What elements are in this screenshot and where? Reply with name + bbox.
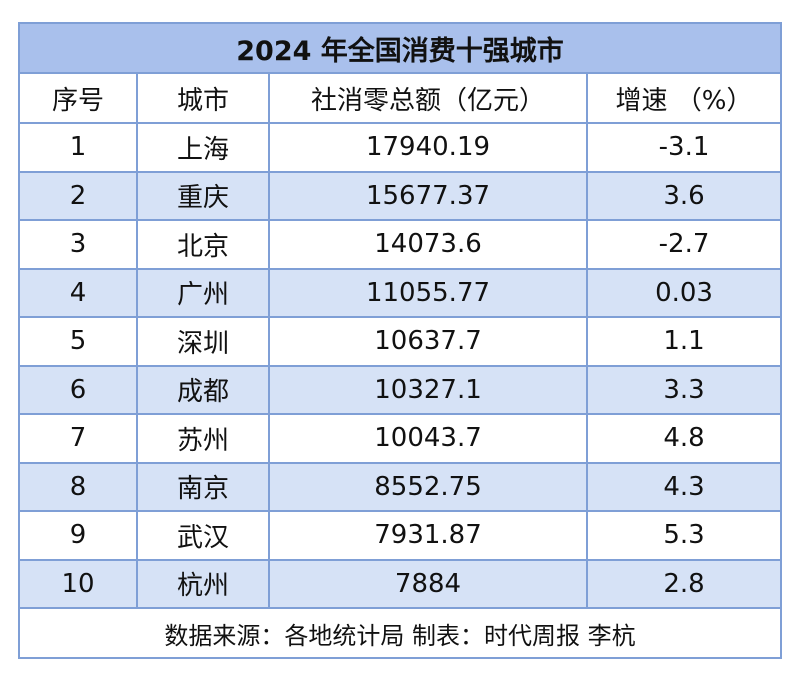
cell-growth: 3.6 [585,170,783,221]
table-row: 10 杭州 7884 2.8 [18,558,783,609]
cell-rank: 9 [18,510,138,561]
cell-city: 苏州 [136,413,270,464]
cell-city: 南京 [136,461,270,512]
column-header-total: 社消零总额（亿元） [268,72,588,124]
cell-total: 7884 [268,558,588,609]
cell-growth: 5.3 [585,510,783,561]
cell-rank: 1 [18,122,138,173]
cell-rank: 10 [18,558,138,609]
cell-total: 7931.87 [268,510,588,561]
table-row: 5 深圳 10637.7 1.1 [18,316,783,367]
cell-rank: 4 [18,267,138,318]
cell-growth: 1.1 [585,316,783,367]
cell-total: 10043.7 [268,413,588,464]
cell-city: 广州 [136,267,270,318]
cell-total: 15677.37 [268,170,588,221]
table-row: 2 重庆 15677.37 3.6 [18,170,783,221]
table-row: 3 北京 14073.6 -2.7 [18,219,783,270]
column-header-city: 城市 [136,72,270,124]
column-header-rank: 序号 [18,72,138,124]
cell-city: 成都 [136,364,270,415]
table-body: 1 上海 17940.19 -3.1 2 重庆 15677.37 3.6 3 北京 14073.6-… [18,122,783,609]
cell-city: 北京 [136,219,270,270]
cell-growth: -3.1 [585,122,783,173]
table-row: 4 广州 11055.77 0.03 [18,267,783,318]
cell-total: 8552.75 [268,461,588,512]
title-row: 2024 年全国消费十强城市 [17,22,783,74]
cell-rank: 7 [18,413,138,464]
table-footer-source: 数据来源：各地统计局 制表：时代周报 李杭 [17,607,783,659]
footer-row: 数据来源：各地统计局 制表：时代周报 李杭 [17,607,783,659]
table-row: 8 南京 8552.75 4.3 [18,461,783,512]
cell-rank: 6 [18,364,138,415]
cell-total: 14073.6 [268,219,588,270]
cell-city: 重庆 [136,170,270,221]
cell-city: 杭州 [136,558,270,609]
table-row: 7 苏州 10043.7 4.8 [18,413,783,464]
table-row: 9 武汉 7931.87 5.3 [18,510,783,561]
table-row: 6 成都 10327.1 3.3 [18,364,783,415]
cell-total: 11055.77 [268,267,588,318]
cell-rank: 3 [18,219,138,270]
cell-growth: 3.3 [585,364,783,415]
cell-total: 10637.7 [268,316,588,367]
cell-city: 武汉 [136,510,270,561]
cell-total: 17940.19 [268,122,588,173]
cell-growth: 2.8 [585,558,783,609]
cell-growth: 0.03 [585,267,783,318]
cell-growth: -2.7 [585,219,783,270]
cell-rank: 2 [18,170,138,221]
column-header-growth: 增速 （%） [585,72,783,124]
table-title: 2024 年全国消费十强城市 [17,22,783,74]
header-row: 序号 城市 社消零总额（亿元） 增速 （%） [18,72,783,124]
cell-rank: 8 [18,461,138,512]
cell-growth: 4.3 [585,461,783,512]
cell-city: 深圳 [136,316,270,367]
cell-total: 10327.1 [268,364,588,415]
table-row: 1 上海 17940.19 -3.1 [18,122,783,173]
cell-rank: 5 [18,316,138,367]
cell-growth: 4.8 [585,413,783,464]
cell-city: 上海 [136,122,270,173]
